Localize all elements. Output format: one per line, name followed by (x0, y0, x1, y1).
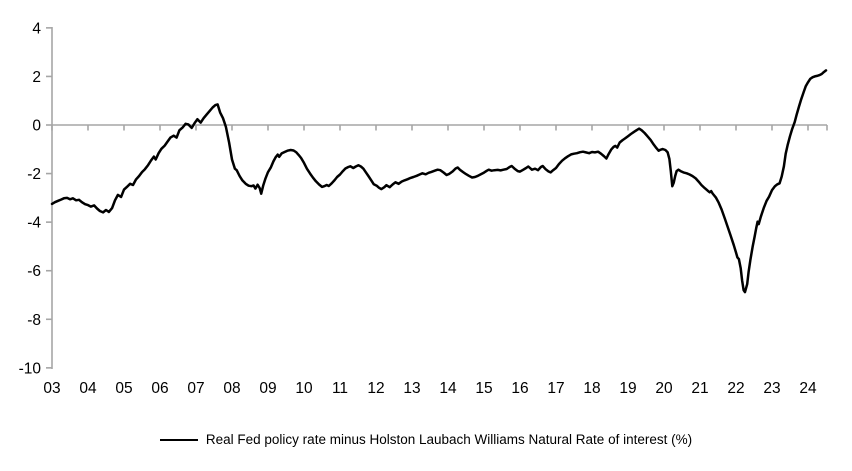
x-axis-tick-label: 20 (655, 380, 673, 397)
x-axis-tick-label: 23 (763, 380, 780, 397)
x-axis-tick-label: 08 (223, 380, 240, 397)
x-axis-tick-label: 22 (727, 380, 744, 397)
y-axis-tick-label: -8 (27, 312, 41, 329)
y-axis-tick-label: -6 (27, 263, 41, 280)
y-axis-tick-label: 4 (32, 20, 41, 37)
y-axis-tick-label: 0 (32, 118, 41, 135)
x-axis-tick-label: 07 (187, 380, 204, 397)
y-axis-tick-label: -2 (27, 166, 41, 183)
x-axis-tick-label: 19 (619, 380, 636, 397)
y-axis-tick-label: -4 (27, 215, 41, 232)
x-axis-tick-label: 12 (367, 380, 384, 397)
y-axis-tick-label: 2 (32, 69, 41, 86)
data-series-line (50, 69, 828, 294)
x-axis-tick-label: 13 (403, 380, 420, 397)
x-axis-tick-label: 04 (79, 380, 97, 397)
x-axis-tick-label: 24 (799, 380, 817, 397)
x-axis-tick-label: 14 (439, 380, 457, 397)
x-axis-tick-label: 16 (511, 380, 528, 397)
x-axis-tick-label: 18 (583, 380, 600, 397)
x-axis-tick-label: 17 (547, 380, 564, 397)
x-axis-tick-label: 09 (259, 380, 276, 397)
legend-label: Real Fed policy rate minus Holston Lauba… (205, 432, 693, 447)
x-axis-tick-label: 06 (151, 380, 168, 397)
legend: Real Fed policy rate minus Holston Lauba… (0, 432, 852, 447)
x-axis-tick-label: 21 (691, 380, 708, 397)
x-axis-tick-label: 05 (115, 380, 132, 397)
x-axis-tick-label: 03 (43, 380, 60, 397)
x-axis-tick-label: 11 (332, 380, 348, 397)
x-axis-tick-label: 15 (475, 380, 492, 397)
legend-line-marker (159, 438, 198, 441)
y-axis-tick-label: -10 (19, 360, 42, 377)
x-axis-tick-label: 10 (295, 380, 313, 397)
